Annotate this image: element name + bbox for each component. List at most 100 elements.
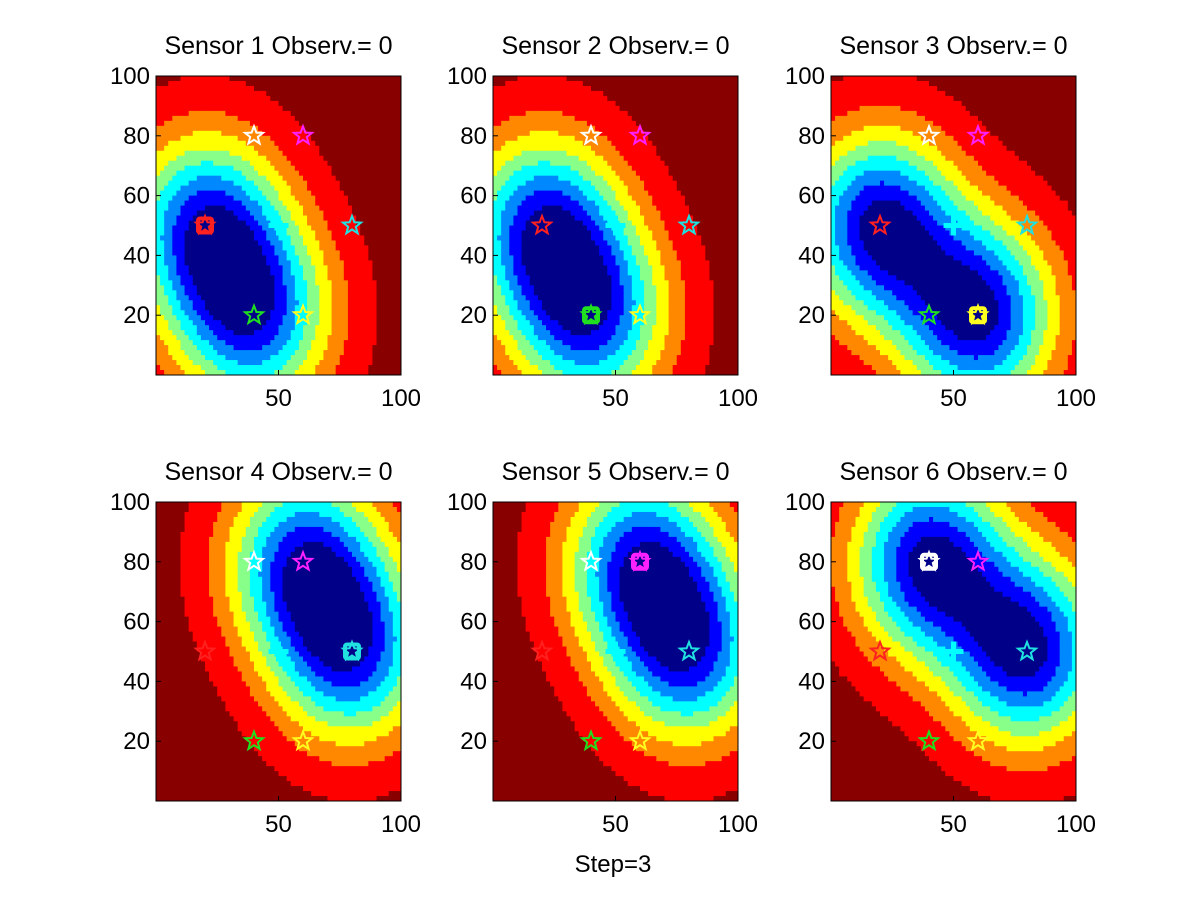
panel-sensor-4: Sensor 4 Observ.= 0 20 40 60 80 100 50 100	[110, 458, 421, 838]
ytick-label: 40	[460, 668, 487, 695]
ytick-label: 60	[798, 609, 825, 636]
ytick-label: 60	[798, 183, 825, 210]
sensor-marker	[343, 642, 361, 661]
ytick-label: 80	[460, 123, 487, 150]
ytick-label: 60	[123, 609, 150, 636]
panel-sensor-3: Sensor 3 Observ.= 0 20 40 60 80 100 50 100	[785, 32, 1096, 412]
ytick-label: 60	[460, 183, 487, 210]
sensor-marker	[969, 306, 987, 325]
ytick-label: 80	[123, 549, 150, 576]
target-star	[868, 213, 892, 236]
ytick-label: 80	[798, 123, 825, 150]
target-star	[966, 728, 990, 752]
contour-field	[493, 76, 738, 375]
sensor-marker	[196, 216, 214, 235]
ytick-label: 100	[447, 63, 487, 90]
target-star	[242, 549, 266, 572]
panel-title: Sensor 3 Observ.= 0	[839, 32, 1067, 60]
contour-field	[493, 502, 738, 801]
target-star	[291, 549, 315, 572]
estimate-cross	[268, 215, 289, 236]
target-star	[193, 639, 217, 662]
xtick-label: 50	[265, 385, 292, 412]
ytick-label: 20	[460, 302, 487, 329]
panel-title: Sensor 4 Observ.= 0	[164, 458, 392, 486]
target-star	[242, 728, 266, 752]
panel-sensor-2: Sensor 2 Observ.= 0 20 40 60 80 100 50 100	[447, 32, 758, 412]
target-star	[966, 123, 990, 146]
panel-sensor-6: Sensor 6 Observ.= 0 20 40 60 80 100 50 100	[785, 458, 1096, 838]
target-star	[917, 123, 941, 146]
xtick-label: 100	[718, 811, 758, 838]
target-star	[628, 123, 652, 146]
contour-field	[156, 502, 401, 801]
ytick-label: 100	[785, 63, 825, 90]
xtick-label: 100	[381, 385, 421, 412]
sensor-marker	[582, 306, 600, 325]
ytick-label: 60	[460, 609, 487, 636]
target-star	[579, 549, 603, 572]
target-star	[1015, 639, 1039, 662]
ytick-label: 80	[460, 549, 487, 576]
target-star	[579, 728, 603, 752]
target-star	[242, 123, 266, 146]
ytick-label: 20	[798, 302, 825, 329]
xtick-label: 100	[1056, 385, 1096, 412]
target-star	[628, 302, 652, 326]
target-star	[677, 639, 701, 662]
sensor-marker	[920, 552, 938, 571]
ytick-label: 40	[798, 242, 825, 269]
ytick-label: 100	[447, 489, 487, 516]
target-star	[628, 728, 652, 752]
target-star	[291, 302, 315, 326]
target-star	[917, 302, 941, 326]
target-star	[1015, 213, 1039, 236]
xtick-label: 50	[602, 385, 629, 412]
panel-title: Sensor 1 Observ.= 0	[164, 32, 392, 60]
estimate-cross	[943, 215, 964, 236]
figure-xlabel: Step=3	[575, 851, 652, 878]
panel-title: Sensor 6 Observ.= 0	[839, 458, 1067, 486]
ytick-label: 80	[798, 549, 825, 576]
xtick-label: 50	[602, 811, 629, 838]
ytick-label: 40	[123, 242, 150, 269]
target-star	[677, 213, 701, 236]
target-star	[340, 213, 364, 236]
panel-title: Sensor 2 Observ.= 0	[501, 32, 729, 60]
xtick-label: 100	[718, 385, 758, 412]
target-star	[530, 639, 554, 662]
xtick-label: 100	[381, 811, 421, 838]
ytick-label: 40	[460, 242, 487, 269]
ytick-label: 100	[110, 489, 150, 516]
panel-sensor-1: Sensor 1 Observ.= 0 20 40 60 80 100 50 100	[110, 32, 421, 412]
xtick-label: 100	[1056, 811, 1096, 838]
estimate-cross	[605, 215, 626, 236]
contour-field	[156, 76, 401, 375]
ytick-label: 100	[785, 489, 825, 516]
ytick-label: 20	[123, 728, 150, 755]
ytick-label: 40	[123, 668, 150, 695]
ytick-label: 40	[798, 668, 825, 695]
panel-title: Sensor 5 Observ.= 0	[501, 458, 729, 486]
estimate-cross	[605, 641, 626, 662]
ytick-label: 20	[798, 728, 825, 755]
xtick-label: 50	[940, 811, 967, 838]
ytick-label: 20	[460, 728, 487, 755]
estimate-cross	[943, 641, 964, 662]
target-star	[966, 549, 990, 572]
xtick-label: 50	[940, 385, 967, 412]
xtick-label: 50	[265, 811, 292, 838]
contour-field	[831, 76, 1076, 375]
target-star	[242, 302, 266, 326]
sensor-marker	[631, 552, 649, 571]
ytick-label: 60	[123, 183, 150, 210]
panel-sensor-5: Sensor 5 Observ.= 0 20 40 60 80 100 50 100	[447, 458, 758, 838]
ytick-label: 100	[110, 63, 150, 90]
ytick-label: 80	[123, 123, 150, 150]
target-star	[291, 728, 315, 752]
target-star	[579, 123, 603, 146]
target-star	[917, 728, 941, 752]
contour-field	[831, 502, 1076, 801]
estimate-cross	[268, 641, 289, 662]
